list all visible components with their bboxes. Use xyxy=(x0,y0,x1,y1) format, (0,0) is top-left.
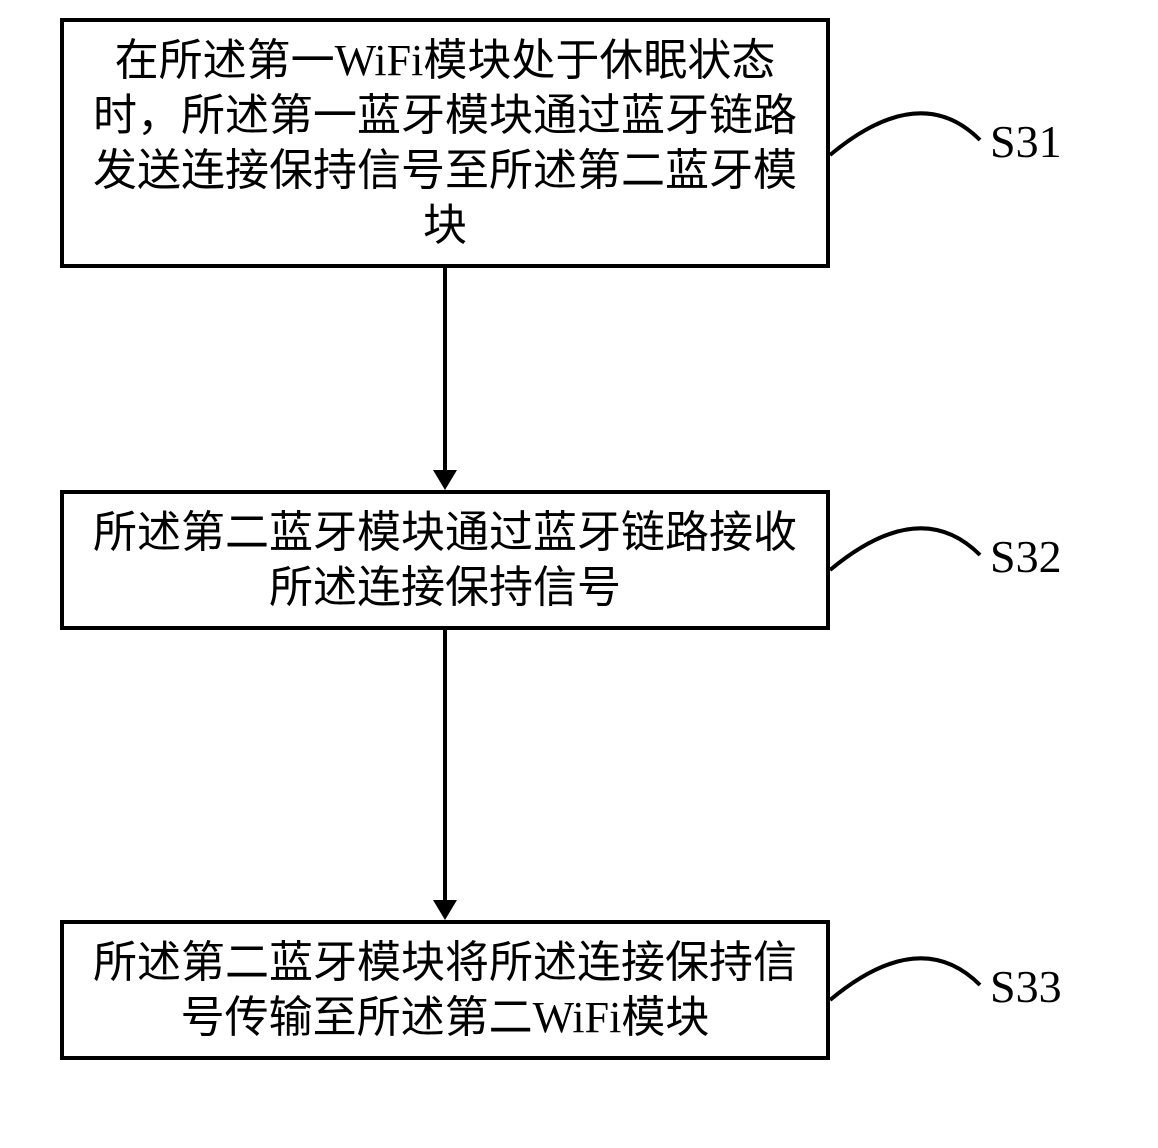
label-connectors-group xyxy=(830,113,980,1000)
arrow-head xyxy=(433,470,457,490)
label-connector xyxy=(830,528,980,570)
label-connector xyxy=(830,958,980,1000)
label-connector xyxy=(830,113,980,155)
arrow-head xyxy=(433,900,457,920)
arrows-group xyxy=(433,268,457,920)
svg-layer xyxy=(0,0,1158,1148)
flowchart-canvas: 在所述第一WiFi模块处于休眠状态时，所述第一蓝牙模块通过蓝牙链路发送连接保持信… xyxy=(0,0,1158,1148)
